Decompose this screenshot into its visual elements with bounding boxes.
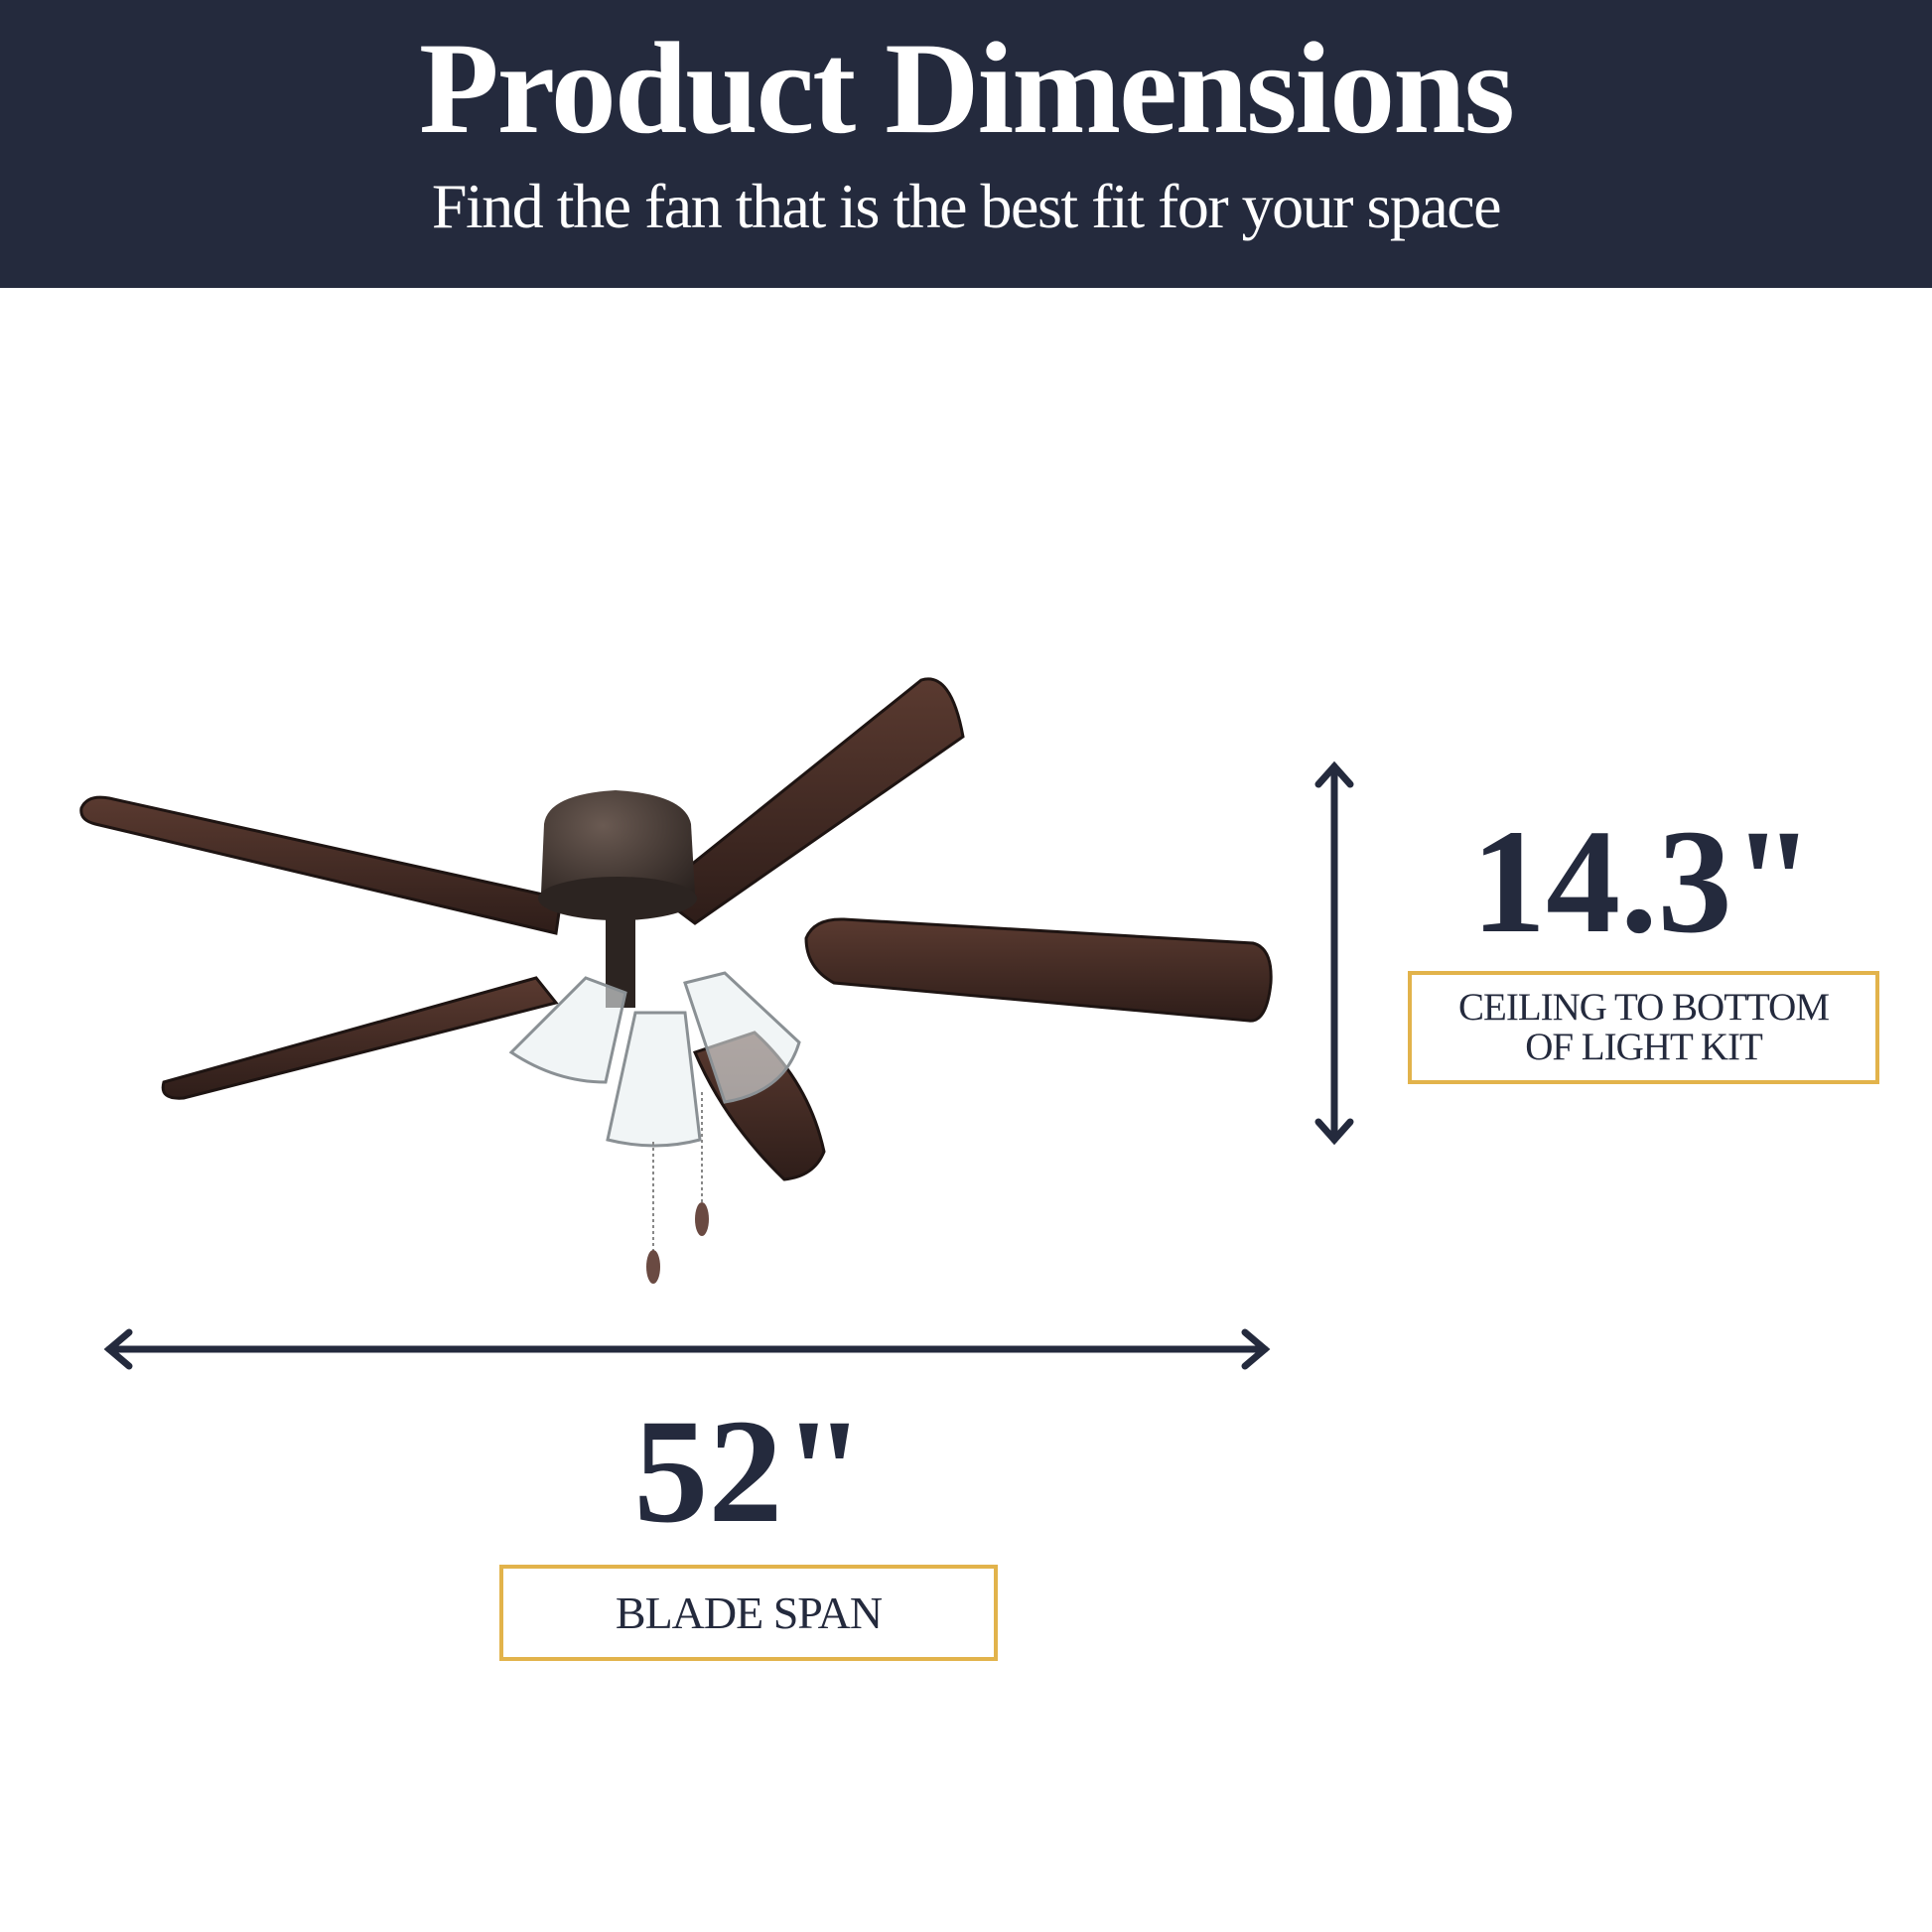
- light-shade: [508, 976, 627, 1084]
- height-label-line2: OF LIGHT KIT: [1525, 1026, 1763, 1068]
- height-label-box: CEILING TO BOTTOM OF LIGHT KIT: [1408, 971, 1879, 1084]
- span-label-box: BLADE SPAN: [499, 1565, 998, 1661]
- fan-blade: [161, 976, 559, 1100]
- page-subtitle: Find the fan that is the best fit for yo…: [431, 171, 1502, 241]
- fan-blade: [804, 917, 1273, 1023]
- fan-image: [79, 677, 1273, 1284]
- page-title: Product Dimensions: [419, 15, 1515, 161]
- header-banner: Product Dimensions Find the fan that is …: [0, 0, 1932, 288]
- height-arrow: [1314, 760, 1354, 1146]
- height-label-line1: CEILING TO BOTTOM: [1458, 986, 1830, 1029]
- fan-blade: [652, 677, 965, 925]
- span-value: 52": [633, 1389, 866, 1554]
- span-label: BLADE SPAN: [615, 1587, 883, 1638]
- motor-housing: [541, 790, 695, 908]
- light-shade: [683, 971, 801, 1104]
- pull-chain-fob: [695, 1202, 709, 1236]
- fan-blade: [79, 795, 563, 935]
- blade-span-arrow: [103, 1328, 1271, 1370]
- light-shade: [606, 1011, 702, 1148]
- height-value: 14.3": [1471, 799, 1815, 964]
- pull-chain-fob: [646, 1250, 660, 1284]
